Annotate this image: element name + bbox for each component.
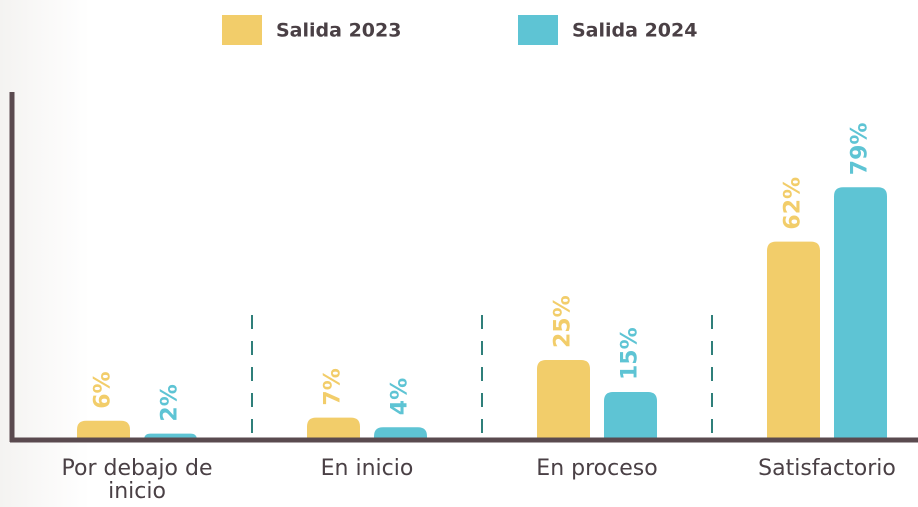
bar	[374, 427, 427, 440]
bar	[537, 360, 590, 440]
x-tick-label: Por debajo de inicio	[61, 456, 213, 504]
value-label: 2%	[158, 384, 183, 421]
value-label: 25%	[551, 295, 576, 348]
x-tick-label: En proceso	[536, 456, 658, 481]
value-label: 79%	[848, 123, 873, 176]
legend-swatch	[518, 15, 558, 45]
bar	[834, 187, 887, 440]
value-label: 62%	[781, 177, 806, 230]
value-label: 15%	[618, 327, 643, 380]
bar	[604, 392, 657, 440]
legend-label: Salida 2024	[572, 20, 697, 42]
value-label: 6%	[91, 371, 116, 408]
legend-swatch	[222, 15, 262, 45]
bar	[767, 241, 820, 440]
x-tick-label: Satisfactorio	[758, 456, 896, 481]
legend-label: Salida 2023	[276, 20, 401, 42]
bar	[77, 420, 130, 440]
separators	[251, 315, 713, 440]
value-label: 4%	[388, 378, 413, 415]
x-tick-label: En inicio	[320, 456, 414, 481]
bar	[307, 417, 360, 440]
value-label: 7%	[321, 368, 346, 405]
